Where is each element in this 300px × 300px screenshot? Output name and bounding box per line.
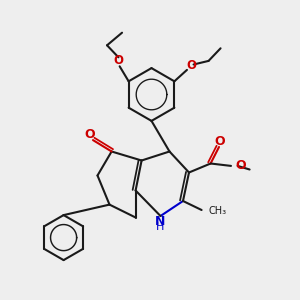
Text: O: O (235, 159, 245, 172)
Text: O: O (186, 59, 196, 72)
Text: O: O (113, 54, 123, 68)
Text: CH₃: CH₃ (208, 206, 226, 217)
Text: N: N (155, 215, 165, 228)
Text: O: O (85, 128, 95, 141)
Text: O: O (214, 135, 225, 148)
Text: H: H (156, 222, 164, 233)
